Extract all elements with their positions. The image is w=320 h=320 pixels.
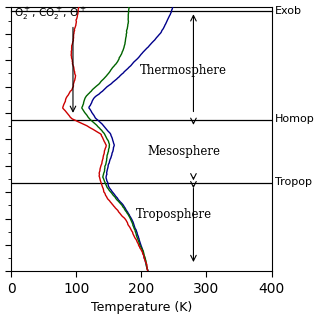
- Text: Exob: Exob: [275, 6, 302, 16]
- X-axis label: Temperature (K): Temperature (K): [91, 301, 192, 315]
- Text: Homop: Homop: [275, 114, 315, 124]
- Text: Tropop: Tropop: [275, 177, 312, 187]
- Text: Mesosphere: Mesosphere: [147, 145, 220, 158]
- Text: $\mathrm{O_2^+}$, $\mathrm{CO_2^+}$, $\mathrm{O^+}$: $\mathrm{O_2^+}$, $\mathrm{CO_2^+}$, $\m…: [14, 6, 87, 22]
- Text: Thermosphere: Thermosphere: [140, 64, 227, 77]
- Text: Troposphere: Troposphere: [136, 208, 212, 221]
